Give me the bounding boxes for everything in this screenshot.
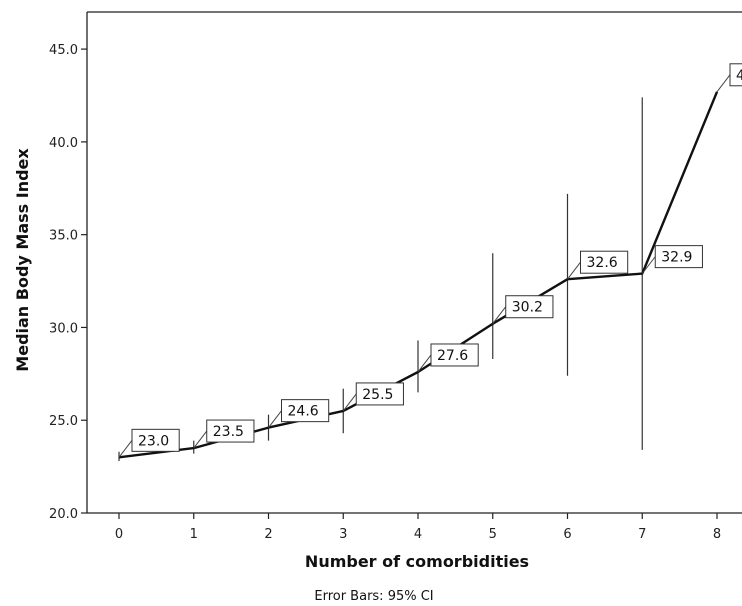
data-label-text: 42.7 xyxy=(736,68,742,84)
data-label-box xyxy=(505,295,554,319)
y-tick-label: 30.0 xyxy=(49,321,78,336)
x-tick-label: 3 xyxy=(339,527,347,542)
data-label-leader xyxy=(417,354,432,373)
data-label-box xyxy=(131,428,180,452)
y-tick-label: 45.0 xyxy=(49,43,78,58)
y-axis: 20.0 25.0 30.0 35.0 40.0 45.0 xyxy=(49,43,87,522)
data-label: 25.5 xyxy=(342,382,404,412)
data-label-box xyxy=(281,399,330,423)
x-tick-label: 0 xyxy=(115,527,123,542)
series-line xyxy=(118,91,719,459)
x-axis: 0 1 2 3 4 5 6 7 8 xyxy=(115,513,721,542)
data-label-box xyxy=(430,343,479,367)
data-label-box xyxy=(355,382,404,406)
data-label-leader xyxy=(342,393,357,412)
error-bars xyxy=(118,97,643,462)
data-label-box xyxy=(580,250,629,274)
x-tick-label: 6 xyxy=(563,527,571,542)
y-tick-label: 35.0 xyxy=(49,229,78,244)
data-label-leader xyxy=(492,306,507,325)
data-label-text: 27.6 xyxy=(437,348,468,364)
data-label-leader xyxy=(193,430,208,449)
data-labels: 23.0 23.5 24.6 25.5 27.6 30.2 32.6 32.9 42.7 xyxy=(118,63,742,458)
y-tick-label: 20.0 xyxy=(49,507,78,522)
data-label: 23.5 xyxy=(193,419,255,449)
x-tick-label: 2 xyxy=(264,527,272,542)
data-label-box xyxy=(206,419,255,443)
data-label: 30.2 xyxy=(492,295,554,325)
data-label-box xyxy=(729,63,742,87)
data-label-text: 24.6 xyxy=(288,404,319,420)
data-label-leader xyxy=(567,261,581,280)
series-line-group xyxy=(118,91,719,459)
data-label: 32.6 xyxy=(567,250,629,280)
data-label: 23.0 xyxy=(118,428,180,458)
plot-frame xyxy=(86,11,742,514)
data-label: 32.9 xyxy=(641,245,703,274)
data-label-box xyxy=(654,245,703,269)
data-label-text: 30.2 xyxy=(512,300,543,316)
y-tick-label: 25.0 xyxy=(49,414,78,429)
error-bars-footnote: Error Bars: 95% CI xyxy=(314,589,433,604)
data-label-text: 25.5 xyxy=(362,387,393,403)
y-axis-title: Median Body Mass Index xyxy=(13,148,32,372)
data-label-leader xyxy=(268,410,282,428)
x-tick-label: 5 xyxy=(489,527,497,542)
data-label: 24.6 xyxy=(268,399,330,428)
x-tick-label: 4 xyxy=(414,527,422,542)
x-tick-label: 7 xyxy=(638,527,646,542)
data-label-text: 32.9 xyxy=(661,250,692,266)
data-label-leader xyxy=(118,440,133,458)
x-tick-label: 8 xyxy=(713,527,721,542)
x-axis-title: Number of comorbidities xyxy=(305,552,529,571)
data-label: 27.6 xyxy=(417,343,479,373)
y-tick-label: 40.0 xyxy=(49,136,78,151)
data-label-leader xyxy=(641,256,656,274)
x-tick-label: 1 xyxy=(190,527,198,542)
data-label-text: 23.5 xyxy=(213,424,244,440)
data-label-text: 32.6 xyxy=(587,255,618,271)
data-label-leader xyxy=(716,74,731,93)
data-label-text: 23.0 xyxy=(138,433,169,449)
data-label: 42.7 xyxy=(716,63,742,93)
